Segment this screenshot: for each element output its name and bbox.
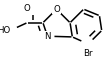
Text: N: N xyxy=(44,32,50,41)
Text: Br: Br xyxy=(83,49,92,58)
Text: HO: HO xyxy=(0,26,10,35)
Text: O: O xyxy=(53,5,59,14)
Text: O: O xyxy=(24,4,30,13)
